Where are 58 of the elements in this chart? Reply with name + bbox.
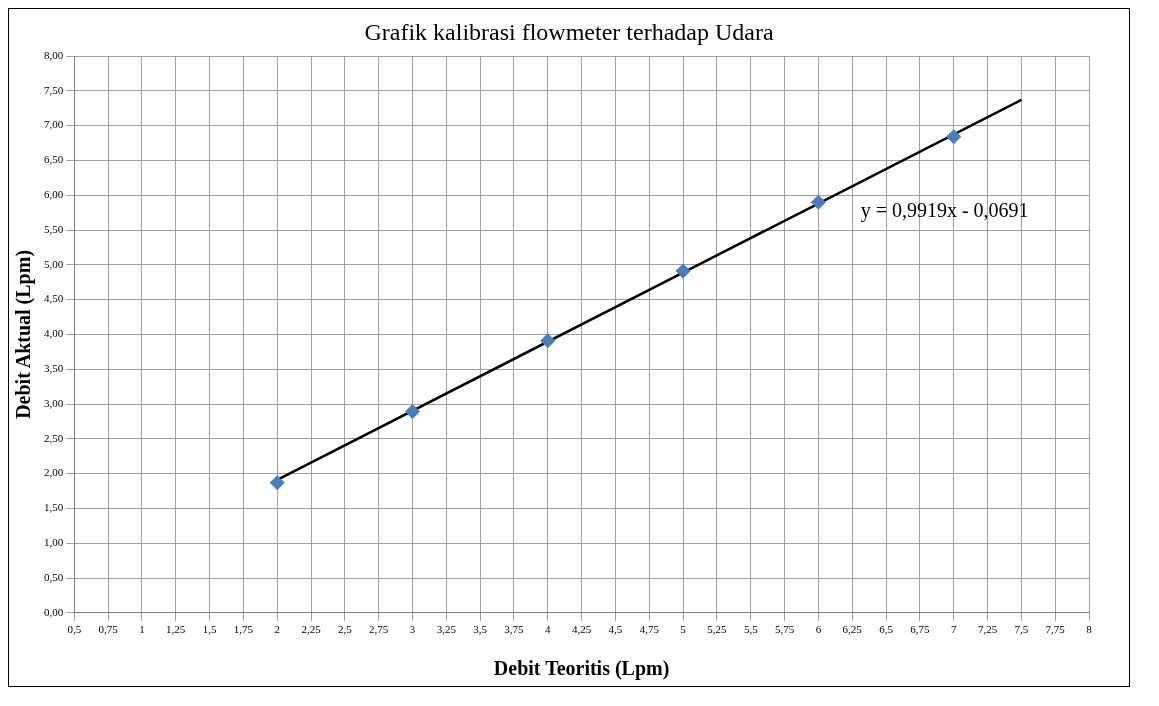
- x-tick-label: 2: [274, 623, 280, 636]
- y-tick-label: 8,00: [44, 48, 64, 61]
- point: [269, 475, 285, 491]
- x-tick-label: 6: [815, 623, 822, 636]
- point: [810, 194, 826, 210]
- x-tick-label: 6,5: [879, 623, 894, 636]
- y-tick-label: 2,00: [44, 466, 64, 479]
- x-tick-label: 8: [1086, 623, 1093, 636]
- y-axis-title: Debit Aktual (Lpm): [12, 249, 36, 419]
- x-tick-label: 3,75: [504, 623, 525, 636]
- x-tick-label: 3,25: [436, 623, 457, 636]
- x-tick-label: 6,75: [910, 623, 930, 636]
- x-tick-label: 1: [139, 623, 145, 636]
- x-tick-label: 7: [950, 623, 957, 636]
- x-tick-label: 5,5: [743, 623, 759, 636]
- y-tick-label: 0,00: [44, 605, 64, 618]
- y-tick-label: 1,50: [44, 501, 64, 514]
- x-tick-label: 1,5: [202, 623, 217, 636]
- x-tick-label: 4: [545, 623, 552, 636]
- y-tick-label: 1,00: [44, 536, 64, 549]
- y-tick-label: 7,50: [44, 83, 64, 96]
- x-tick-label: 5: [680, 623, 687, 636]
- y-tick-label: 3,00: [44, 396, 64, 409]
- y-tick-label: 4,50: [44, 292, 64, 305]
- y-tick-label: 0,50: [44, 570, 64, 583]
- x-tick-label: 5,75: [774, 623, 795, 636]
- annotation: y = 0,9919x - 0,0691: [860, 199, 1029, 223]
- point: [540, 333, 556, 349]
- x-tick-label: 1,25: [166, 623, 186, 636]
- x-tick-label: 7,75: [1045, 623, 1066, 636]
- point: [946, 129, 962, 145]
- point: [405, 404, 420, 420]
- x-tick-label: 4,75: [639, 623, 660, 636]
- y-tick-label: 3,50: [44, 362, 64, 375]
- y-tick-label: 4,00: [44, 327, 64, 340]
- x-tick-label: 2,75: [369, 623, 389, 636]
- x-tick-label: 7,5: [1014, 623, 1029, 636]
- y-tick-label: 7,00: [44, 118, 64, 131]
- y-tick-label: 6,00: [44, 188, 64, 201]
- x-tick-label: 2,25: [301, 623, 322, 636]
- y-tick-label: 5,50: [44, 222, 64, 235]
- point: [675, 263, 691, 279]
- y-tick-label: 2,50: [44, 431, 64, 444]
- y-tick-label: 5,00: [44, 257, 64, 270]
- x-tick-label: 4,5: [608, 623, 623, 636]
- x-tick-label: 7,25: [977, 623, 998, 636]
- y-tick-label: 6,50: [44, 153, 64, 166]
- x-tick-label: 5,25: [707, 623, 728, 636]
- x-tick-label: 6,25: [842, 623, 863, 636]
- x-tick-label: 0,5: [67, 623, 82, 636]
- x-tick-label: 3,5: [473, 623, 488, 636]
- x-axis-title: Debit Teoritis (Lpm): [493, 657, 670, 681]
- chart-title: Grafik kalibrasi flowmeter terhadap Udara: [363, 18, 775, 46]
- x-tick-label: 4,25: [572, 623, 592, 636]
- x-tick-label: 1,75: [233, 623, 254, 636]
- x-tick-label: 2,5: [337, 623, 353, 636]
- x-tick-label: 0,75: [98, 623, 119, 636]
- x-tick-label: 3: [409, 623, 416, 636]
